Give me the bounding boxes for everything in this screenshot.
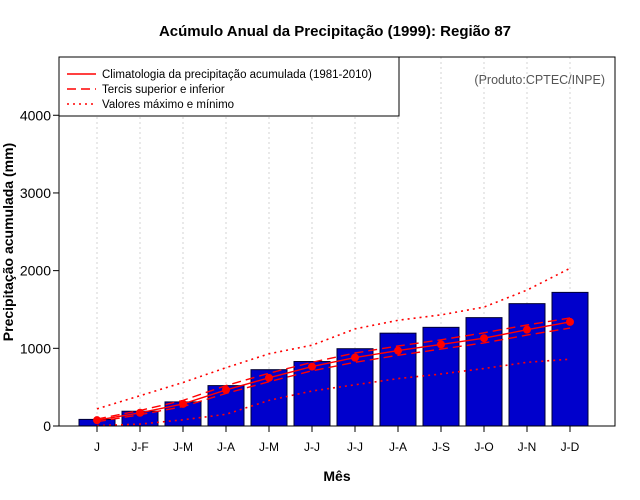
legend-label-1: Tercis superior e inferior [102, 84, 225, 96]
y-axis-title: Precipitação acumulada (mm) [0, 143, 16, 341]
climatology-point-3 [222, 385, 230, 394]
legend: Climatologia da precipitação acumulada (… [58, 56, 400, 117]
bar-11 [551, 291, 589, 427]
x-tick-label-11: J-D [561, 440, 580, 454]
bar-9 [465, 317, 503, 427]
x-tick-label-5: J-J [304, 440, 320, 454]
x-tick-label-2: J-M [173, 440, 193, 454]
x-axis-title: Mês [323, 468, 350, 484]
climatology-point-11 [566, 317, 574, 326]
x-tick-label-0: J [94, 440, 100, 454]
climatology-point-1 [136, 408, 144, 417]
legend-box [58, 56, 400, 117]
series-line-4 [96, 358, 571, 427]
x-tick-label-9: J-O [474, 440, 493, 454]
x-tick-label-10: J-N [518, 440, 537, 454]
legend-label-2: Valores máximo e mínimo [102, 99, 234, 111]
x-tick-label-4: J-M [259, 440, 279, 454]
credit-text: (Produto:CPTEC/INPE) [474, 73, 605, 87]
climatology-point-8 [437, 340, 445, 349]
x-axis: J J-F J-M J-A J-M J-J J-J J-A J-S J-O J-N J-D [94, 426, 580, 454]
y-tick-label-0: 0 [43, 418, 51, 434]
climatology-point-4 [265, 373, 273, 382]
climatology-point-7 [394, 346, 402, 355]
x-tick-label-8: J-S [432, 440, 450, 454]
bar-3 [207, 385, 245, 427]
series-line-1 [96, 317, 571, 420]
x-tick-label-6: J-J [347, 440, 363, 454]
climatology-point-2 [179, 399, 187, 408]
series-line-2 [96, 327, 571, 423]
y-tick-label-1: 1000 [20, 340, 51, 356]
y-tick-label-3: 3000 [20, 185, 51, 201]
x-tick-label-1: J-F [131, 440, 148, 454]
climatology-point-5 [308, 362, 316, 371]
series-line-0 [96, 321, 571, 421]
y-tick-label-4: 4000 [20, 107, 51, 123]
climatology-point-6 [351, 353, 359, 362]
climatology-point-0 [93, 416, 101, 425]
climatology-point-9 [480, 334, 488, 343]
climatology-point-10 [523, 325, 531, 334]
y-axis: 0 1000 2000 3000 4000 [20, 107, 59, 434]
climatology-markers [93, 317, 574, 425]
series-lines [96, 267, 571, 427]
bar-5 [293, 361, 331, 427]
grid-lines [96, 57, 571, 426]
x-tick-label-3: J-A [217, 440, 235, 454]
series-line-3 [96, 267, 571, 410]
chart-title: Acúmulo Anual da Precipitação (1999): Re… [159, 23, 511, 40]
bar-10 [508, 303, 546, 427]
legend-label-0: Climatologia da precipitação acumulada (… [102, 69, 372, 81]
x-tick-label-7: J-A [389, 440, 407, 454]
bars [78, 291, 589, 427]
y-tick-label-2: 2000 [20, 263, 51, 279]
